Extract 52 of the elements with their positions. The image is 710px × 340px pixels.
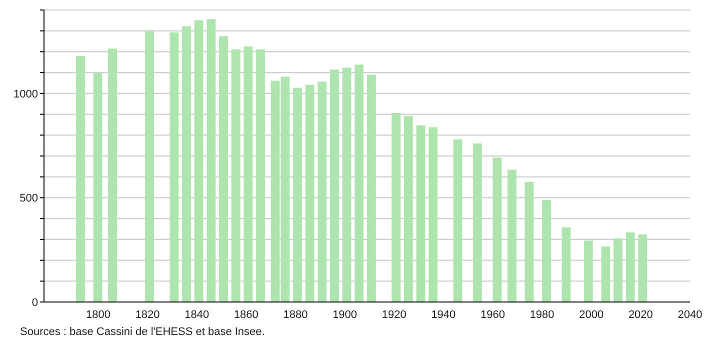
bar (305, 84, 314, 302)
bar (404, 116, 413, 302)
bar (508, 170, 516, 302)
bar (638, 234, 648, 302)
bar (256, 49, 265, 302)
bar (145, 31, 154, 302)
bar (601, 246, 610, 302)
bar (428, 127, 438, 302)
bar (293, 88, 302, 302)
bar (392, 113, 401, 302)
bar (584, 240, 593, 302)
x-tick-label: 1980 (530, 308, 554, 321)
bar (453, 139, 462, 302)
bar (330, 70, 339, 302)
x-tick-label: 1960 (480, 308, 505, 321)
x-tick-label: 2000 (579, 308, 604, 321)
bar (76, 56, 85, 302)
bar (367, 74, 376, 302)
x-tick-label: 1840 (184, 308, 210, 321)
bar (318, 82, 327, 302)
bar (93, 72, 102, 302)
bar (354, 64, 364, 302)
bar (562, 227, 571, 302)
x-tick-label: 1920 (382, 308, 406, 321)
bar (219, 36, 228, 302)
x-tick-label: 1800 (86, 308, 110, 321)
bar (206, 19, 216, 302)
y-tick-label: 0 (32, 296, 38, 309)
x-tick-label: 1820 (135, 308, 160, 321)
x-tick-label: 1940 (431, 308, 456, 321)
x-tick-label: 1900 (332, 308, 358, 321)
bar (108, 48, 117, 302)
bar (524, 182, 534, 302)
y-tick-label: 1000 (14, 88, 38, 100)
bar (170, 32, 179, 302)
x-tick-label: 2040 (678, 308, 702, 321)
bar (182, 26, 191, 302)
bar (231, 49, 240, 302)
bar (614, 238, 622, 302)
bar (194, 20, 204, 302)
bar (492, 158, 502, 302)
bar (626, 232, 635, 302)
x-tick-label: 1860 (234, 308, 258, 321)
bar (416, 125, 426, 302)
y-tick-label: 500 (20, 192, 38, 205)
source-note: Sources : base Cassini de l'EHESS et base Insee. (20, 326, 266, 338)
bar (342, 68, 352, 302)
bar (473, 143, 482, 302)
bar (542, 200, 551, 302)
x-tick-label: 2020 (628, 308, 653, 321)
bar (244, 46, 253, 302)
x-tick-label: 1880 (283, 308, 308, 321)
